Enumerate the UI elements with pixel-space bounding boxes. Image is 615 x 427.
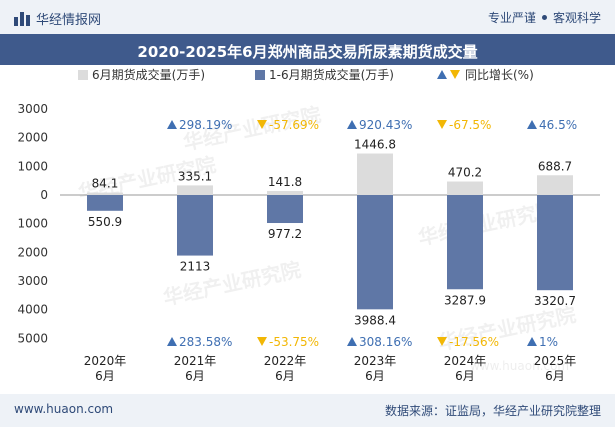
yoy-cumulative-label: 1%	[539, 335, 558, 349]
bar-june	[357, 153, 393, 195]
y-tick-label: 3000	[17, 274, 48, 288]
data-label-june: 84.1	[92, 177, 119, 191]
bar-cumulative	[357, 195, 393, 310]
data-label-cumulative: 977.2	[268, 227, 302, 241]
legend-label-cumulative: 1-6月期货成交量(万手)	[269, 67, 394, 82]
y-tick-label: 2000	[17, 131, 48, 145]
yoy-cumulative-label: -17.56%	[449, 335, 499, 349]
x-category-label: 6月	[545, 369, 565, 383]
x-category-label: 6月	[95, 369, 115, 383]
y-tick-label: 3000	[17, 102, 48, 116]
footer-bar: www.huaon.com 数据来源：证监局，华经产业研究院整理	[0, 394, 615, 427]
bullet-dot-icon	[541, 15, 547, 20]
chart-svg: 华经产业研究院华经产业研究院华经产业研究院华经产业研究院华经产业研究院www.h…	[17, 67, 600, 383]
yoy-june-label: -57.69%	[269, 118, 319, 132]
x-category-label: 2022年	[264, 354, 307, 368]
yoy-up-triangle-icon	[527, 120, 537, 129]
y-tick-label: 5000	[17, 331, 48, 345]
bar-cumulative	[87, 195, 123, 211]
legend-down-triangle-icon	[450, 70, 460, 79]
y-tick-label: 4000	[17, 303, 48, 317]
yoy-up-triangle-icon	[347, 120, 357, 129]
x-category-label: 2021年	[174, 354, 217, 368]
brand-name: 华经情报网	[36, 13, 102, 28]
legend-label-yoy: 同比增长(%)	[465, 68, 534, 82]
bar-cumulative	[267, 195, 303, 224]
yoy-june-label: -67.5%	[449, 118, 491, 132]
bar-june	[447, 181, 483, 195]
data-label-june: 1446.8	[354, 138, 396, 152]
watermark-2: 华经产业研究院	[416, 197, 558, 250]
yoy-up-triangle-icon	[527, 337, 537, 346]
legend-swatch-june	[78, 70, 88, 80]
slogan: 专业严谨 客观科学	[488, 9, 601, 26]
data-label-cumulative: 3320.7	[534, 294, 576, 308]
y-tick-label: 1000	[17, 217, 48, 231]
brand: 华经情报网	[14, 9, 101, 28]
slogan-right: 客观科学	[552, 11, 601, 25]
top-bar: 华经情报网 专业严谨 客观科学	[0, 0, 615, 34]
x-category-label: 2020年	[84, 354, 127, 368]
yoy-up-triangle-icon	[167, 337, 177, 346]
yoy-june-label: 46.5%	[539, 118, 577, 132]
footer-url: www.huaon.com	[14, 402, 114, 416]
legend-swatch-cumulative	[255, 70, 265, 80]
x-category-label: 6月	[185, 369, 205, 383]
data-label-june: 141.8	[268, 175, 302, 189]
bar-june	[87, 192, 123, 195]
yoy-down-triangle-icon	[257, 337, 267, 346]
x-category-label: 6月	[365, 369, 385, 383]
x-category-label: 2024年	[444, 354, 487, 368]
yoy-cumulative-label: -53.75%	[269, 335, 319, 349]
bar-june	[177, 185, 213, 195]
yoy-up-triangle-icon	[167, 120, 177, 129]
x-category-label: 6月	[275, 369, 295, 383]
slogan-left: 专业严谨	[487, 11, 536, 25]
data-label-cumulative: 3988.4	[354, 313, 396, 327]
x-category-label: 2025年	[534, 354, 577, 368]
y-tick-label: 1000	[17, 159, 48, 173]
data-label-cumulative: 550.9	[88, 215, 122, 229]
legend-label-june: 6月期货成交量(万手)	[92, 67, 205, 82]
data-label-cumulative: 2113	[180, 260, 211, 274]
data-label-cumulative: 3287.9	[444, 293, 486, 307]
bar-june	[267, 190, 303, 195]
legend-up-triangle-icon	[437, 70, 447, 79]
x-category-label: 6月	[455, 369, 475, 383]
yoy-down-triangle-icon	[257, 120, 267, 129]
yoy-june-label: 298.19%	[179, 118, 232, 132]
bar-june	[537, 175, 573, 195]
data-label-june: 688.7	[538, 159, 572, 173]
bar-cumulative	[447, 195, 483, 290]
y-tick-label: 0	[40, 188, 48, 202]
y-tick-label: 2000	[17, 245, 48, 259]
watermark-url: www.huaon.com	[470, 359, 569, 373]
yoy-june-label: 920.43%	[359, 118, 412, 132]
yoy-down-triangle-icon	[437, 337, 447, 346]
yoy-up-triangle-icon	[347, 337, 357, 346]
yoy-down-triangle-icon	[437, 120, 447, 129]
yoy-cumulative-label: 308.16%	[359, 335, 412, 349]
title-bar: 2020-2025年6月郑州商品交易所尿素期货成交量	[0, 34, 615, 65]
data-label-june: 470.2	[448, 166, 482, 180]
bar-cumulative	[177, 195, 213, 256]
bar-cumulative	[537, 195, 573, 291]
x-category-label: 2023年	[354, 354, 397, 368]
data-label-june: 335.1	[178, 169, 212, 183]
chart-title: 2020-2025年6月郑州商品交易所尿素期货成交量	[137, 43, 478, 61]
yoy-cumulative-label: 283.58%	[179, 335, 232, 349]
bar-chart-logo-icon	[14, 11, 30, 26]
data-source: 数据来源：证监局，华经产业研究院整理	[384, 404, 601, 418]
